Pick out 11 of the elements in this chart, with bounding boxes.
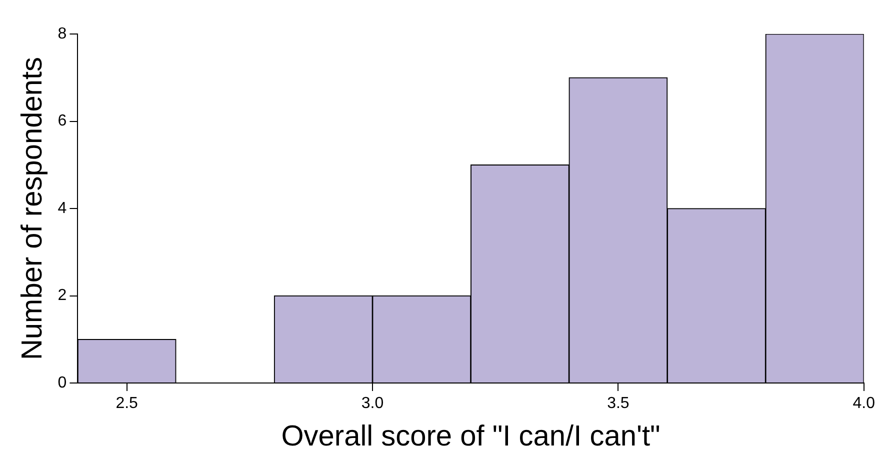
y-tick-label: 2 <box>58 287 67 304</box>
x-tick-label: 3.5 <box>607 395 630 412</box>
x-tick-label: 4.0 <box>852 395 876 412</box>
y-tick-label: 4 <box>58 200 67 217</box>
x-tick-label: 3.0 <box>361 395 384 412</box>
y-axis-title: Number of respondents <box>16 56 48 360</box>
x-tick-label: 2.5 <box>116 395 138 412</box>
y-tick-label: 8 <box>58 25 67 42</box>
y-tick-label: 0 <box>58 374 67 392</box>
y-tick-label: 6 <box>58 112 67 130</box>
x-axis-title: Overall score of "I can/I can't" <box>281 420 660 453</box>
